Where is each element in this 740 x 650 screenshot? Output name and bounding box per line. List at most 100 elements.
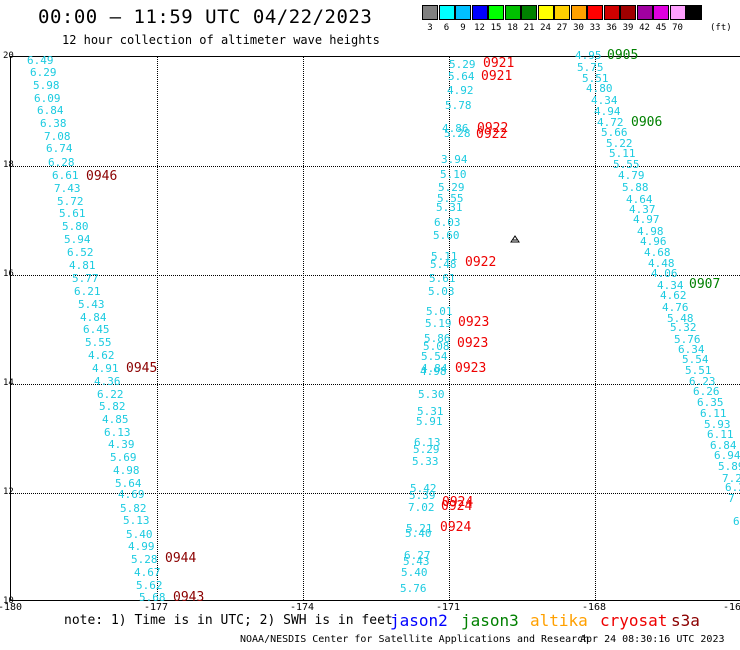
wave-height-value: 3.94 xyxy=(441,153,468,166)
wave-height-value: 5.08 xyxy=(423,340,450,353)
wave-height-value: 7 xyxy=(728,492,735,505)
wave-height-value: 5.64 xyxy=(115,477,142,490)
legend-swatch-label: 36 xyxy=(606,23,617,33)
legend-swatch-label: 70 xyxy=(672,23,683,33)
wave-height-value: 5.66 xyxy=(601,126,628,139)
wave-height-value: 5.40 xyxy=(126,528,153,541)
wave-height-value: 5.42 xyxy=(410,482,437,495)
wave-height-value: 4.76 xyxy=(662,301,689,314)
wave-height-value: 5.78 xyxy=(445,99,472,112)
wave-height-value: 5.55 xyxy=(437,192,464,205)
wave-height-value: 6.2 xyxy=(725,481,740,494)
wave-height-value: 6.09 xyxy=(34,92,61,105)
legend-swatch xyxy=(570,5,587,20)
wave-height-value: 4.95 xyxy=(575,49,602,62)
legend-swatch-label: 18 xyxy=(507,23,518,33)
wave-height-value: 4.62 xyxy=(660,289,687,302)
wave-height-value: 6.13 xyxy=(414,436,441,449)
wave-height-value: 5.29 xyxy=(438,181,465,194)
pass-time-label: 0907 xyxy=(689,277,721,292)
wave-height-value: 5.82 xyxy=(99,400,126,413)
pass-time-label: 0923 xyxy=(455,361,487,376)
wave-height-value: 5.28 xyxy=(131,553,158,566)
wave-height-value: 6 xyxy=(733,515,740,528)
wave-height-value: 5.03 xyxy=(428,285,455,298)
wave-height-value: 5.51 xyxy=(685,364,712,377)
wave-height-value: 5.39 xyxy=(409,489,436,502)
legend-swatch xyxy=(554,5,570,20)
wave-height-value: 4.64 xyxy=(626,193,653,206)
wave-height-value: 6.22 xyxy=(97,388,124,401)
pass-time-label: 0922 xyxy=(465,255,497,270)
pass-time-label: 0946 xyxy=(86,169,118,184)
wave-height-value: 5.48 xyxy=(667,312,694,325)
satellite-name: cryosat xyxy=(600,611,668,630)
satellite-name: s3a xyxy=(671,611,700,630)
wave-height-value: 4.98 xyxy=(637,225,664,238)
lon-tick-label: -180 xyxy=(0,602,23,613)
wave-height-value: 6.84 xyxy=(37,104,64,117)
wave-height-value: 6.84 xyxy=(710,439,737,452)
legend-swatch-label: 21 xyxy=(523,23,535,33)
wave-height-value: 5.76 xyxy=(674,333,701,346)
legend-swatch xyxy=(521,5,537,20)
wave-height-value: 5.01 xyxy=(426,305,453,318)
grid-line-lat xyxy=(11,275,740,276)
wave-height-value: 5.80 xyxy=(62,220,89,233)
wave-height-value: 4.91 xyxy=(92,362,119,375)
wave-height-value: 5.48 xyxy=(430,258,457,271)
wave-height-value: 5.72 xyxy=(57,195,84,208)
lat-tick-label: 12 xyxy=(3,487,14,497)
wave-height-value: 5.51 xyxy=(582,72,609,85)
legend-swatch-label: 9 xyxy=(460,23,466,33)
wave-height-value: 4.97 xyxy=(633,213,660,226)
pass-time-label: 0923 xyxy=(458,315,490,330)
wave-height-value: 4.80 xyxy=(586,82,613,95)
satellite-name: altika xyxy=(530,611,588,630)
grid-line-lat xyxy=(11,384,740,385)
lat-tick-label: 10 xyxy=(3,596,14,606)
wave-height-value: 5.11 xyxy=(431,250,458,263)
legend-swatch xyxy=(504,5,521,20)
legend-swatch xyxy=(488,5,504,20)
pass-time-label: 0921 xyxy=(483,56,515,71)
wave-height-value: 5.55 xyxy=(613,158,640,171)
location-marker-icon xyxy=(510,235,520,243)
pass-time-label: 0922 xyxy=(476,127,508,142)
pass-time-label: 0924 xyxy=(442,495,474,510)
pass-time-label: 0944 xyxy=(165,551,197,566)
wave-height-value: 5.93 xyxy=(704,418,731,431)
wave-height-value: 6.03 xyxy=(434,216,461,229)
legend-swatch xyxy=(422,5,438,20)
wave-height-value: 6.13 xyxy=(104,426,131,439)
wave-height-value: 4.69 xyxy=(118,488,145,501)
wave-height-value: 4.99 xyxy=(128,540,155,553)
wave-height-value: 5.13 xyxy=(123,514,150,527)
grid-line-lon xyxy=(449,57,450,600)
wave-height-value: 4.92 xyxy=(447,84,474,97)
wave-height-value: 4.81 xyxy=(69,259,96,272)
pass-time-label: 0924 xyxy=(440,520,472,535)
legend-swatch xyxy=(636,5,653,20)
legend-swatch-label: 24 xyxy=(540,23,551,33)
pass-time-label: 0906 xyxy=(631,115,663,130)
lat-tick-label: 16 xyxy=(3,269,14,279)
wave-height-value: 5.32 xyxy=(670,321,697,334)
wave-height-value: 6.29 xyxy=(30,66,57,79)
wave-height-value: 5.19 xyxy=(425,317,452,330)
wave-height-value: 4.79 xyxy=(618,169,645,182)
lat-tick-label: 18 xyxy=(3,160,14,170)
pass-time-label: 0921 xyxy=(481,69,513,84)
wave-height-value: 7.2 xyxy=(722,472,740,485)
wave-height-value: 6.21 xyxy=(74,285,101,298)
pass-time-label: 0945 xyxy=(126,361,158,376)
wave-height-value: 5.43 xyxy=(403,555,430,568)
wave-height-value: 6.61 xyxy=(52,169,79,182)
legend-swatch-label: 27 xyxy=(556,23,568,33)
wave-height-value: 6.49 xyxy=(27,54,54,67)
wave-height-value: 5.54 xyxy=(682,353,709,366)
wave-height-value: 4.06 xyxy=(651,267,678,280)
legend-swatch xyxy=(455,5,471,20)
wave-height-value: 5.10 xyxy=(440,168,467,181)
legend-swatch-label: 30 xyxy=(573,23,584,33)
